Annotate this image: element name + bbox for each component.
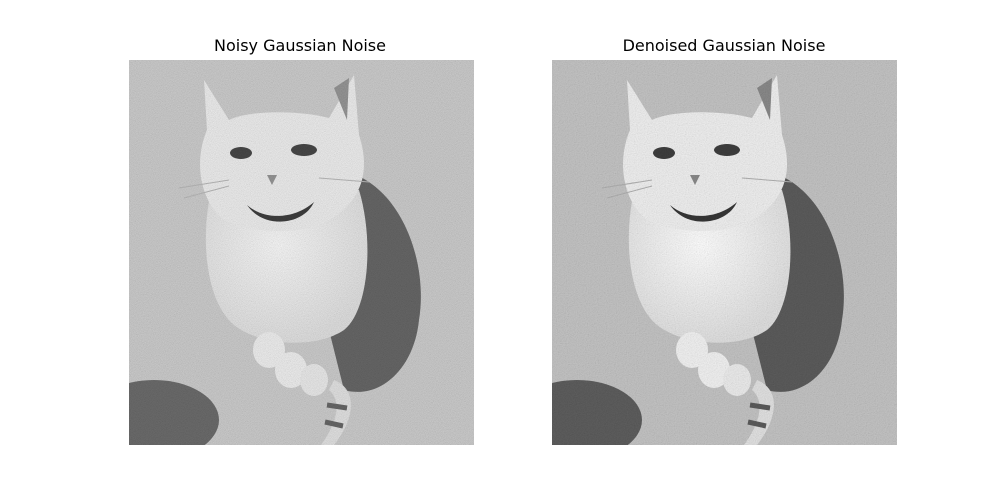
denoised-cat-image <box>552 60 897 445</box>
noisy-cat-photo <box>129 60 474 445</box>
noisy-image-title: Noisy Gaussian Noise <box>214 36 386 55</box>
denoised-image-title: Denoised Gaussian Noise <box>622 36 826 55</box>
noisy-cat-image <box>129 60 474 445</box>
denoised-cat-photo <box>552 60 897 445</box>
